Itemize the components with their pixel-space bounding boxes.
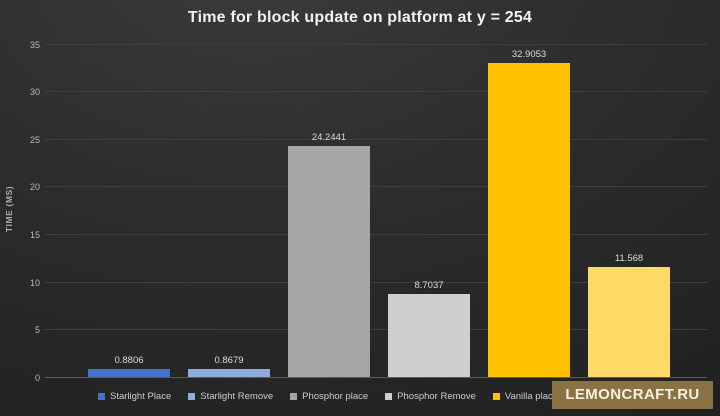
legend: Starlight Place Starlight Remove Phosphor … (98, 391, 604, 402)
y-axis-tick-label: 5 (34, 325, 40, 336)
legend-label: Phosphor place (302, 391, 369, 402)
y-axis-tick-label: 10 (29, 277, 40, 288)
bar-value-label: 11.568 (614, 252, 644, 264)
bar-value-label: 24.2441 (311, 132, 347, 143)
legend-swatch-icon (290, 393, 298, 400)
legend-swatch-icon (492, 393, 500, 400)
plot-area: 0 5 10 15 20 25 30 35 0.8806 0.8679 24.2441 8.7037 3… (30, 40, 707, 383)
gridline (45, 186, 707, 188)
legend-swatch-icon (98, 393, 105, 400)
legend-label: Starlight Remove (200, 391, 274, 402)
legend-item-phosphor-place: Phosphor place (290, 391, 368, 402)
bar-series-6 (588, 266, 670, 377)
bar-starlight-remove (188, 368, 270, 377)
legend-label: Phosphor Remove (397, 391, 476, 402)
gridline (45, 234, 707, 236)
gridline (45, 138, 707, 140)
legend-item-starlight-place: Starlight Place (98, 391, 171, 402)
watermark: LEMONCRAFT.RU (552, 381, 713, 409)
bar-vanilla-place (488, 63, 570, 377)
y-axis-tick-label: 30 (29, 87, 40, 98)
gridline (45, 329, 707, 331)
bar-phosphor-place (288, 146, 370, 377)
y-axis-tick-label: 15 (29, 230, 40, 241)
x-axis-baseline (45, 377, 707, 378)
legend-swatch-icon (385, 393, 393, 400)
y-axis-tick-label: 20 (29, 182, 40, 193)
chart-title: Time for block update on platform at y =… (187, 9, 533, 26)
legend-swatch-icon (188, 393, 196, 400)
legend-item-starlight-remove: Starlight Remove (188, 391, 273, 402)
y-axis-tick-label: 35 (29, 39, 40, 50)
bar-starlight-place (88, 368, 170, 377)
bar-value-label: 0.8679 (214, 354, 244, 366)
legend-label: Starlight Place (110, 391, 172, 402)
gridline (45, 281, 707, 283)
bar-value-label: 0.8806 (114, 354, 144, 366)
y-axis-tick-label: 0 (34, 373, 40, 383)
bar-value-label: 32.9053 (511, 49, 547, 61)
legend-item-vanilla-place: Vanilla place (492, 391, 559, 402)
bar-phosphor-remove (388, 294, 470, 377)
gridline (45, 43, 707, 45)
bar-value-label: 8.7037 (414, 280, 444, 292)
legend-label: Vanilla place (504, 391, 559, 402)
gridline (45, 91, 707, 93)
y-axis-tick-label: 25 (29, 134, 40, 145)
legend-item-phosphor-remove: Phosphor Remove (385, 391, 476, 402)
